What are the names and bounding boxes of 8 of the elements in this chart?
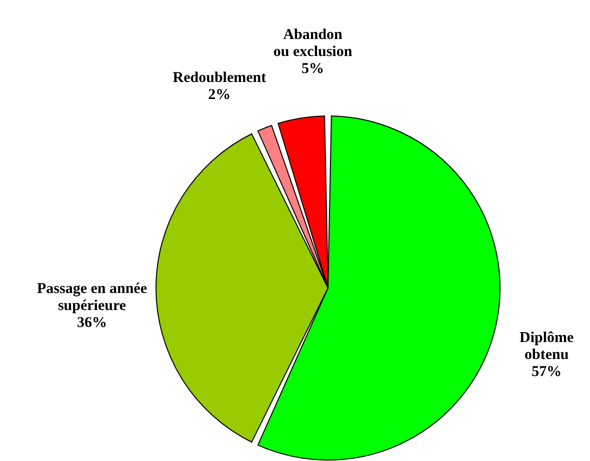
slice-label: Redoublement xyxy=(172,70,266,86)
slice-label: Passage en année supérieure xyxy=(37,281,148,314)
data-label: 5% xyxy=(302,61,324,78)
data-label: 57% xyxy=(532,364,562,380)
data-label: 36% xyxy=(77,315,107,331)
slice-label: Abandon ou exclusion xyxy=(273,27,353,60)
data-label: 2% xyxy=(208,86,231,103)
slice-label: Diplôme obtenu xyxy=(520,330,574,363)
